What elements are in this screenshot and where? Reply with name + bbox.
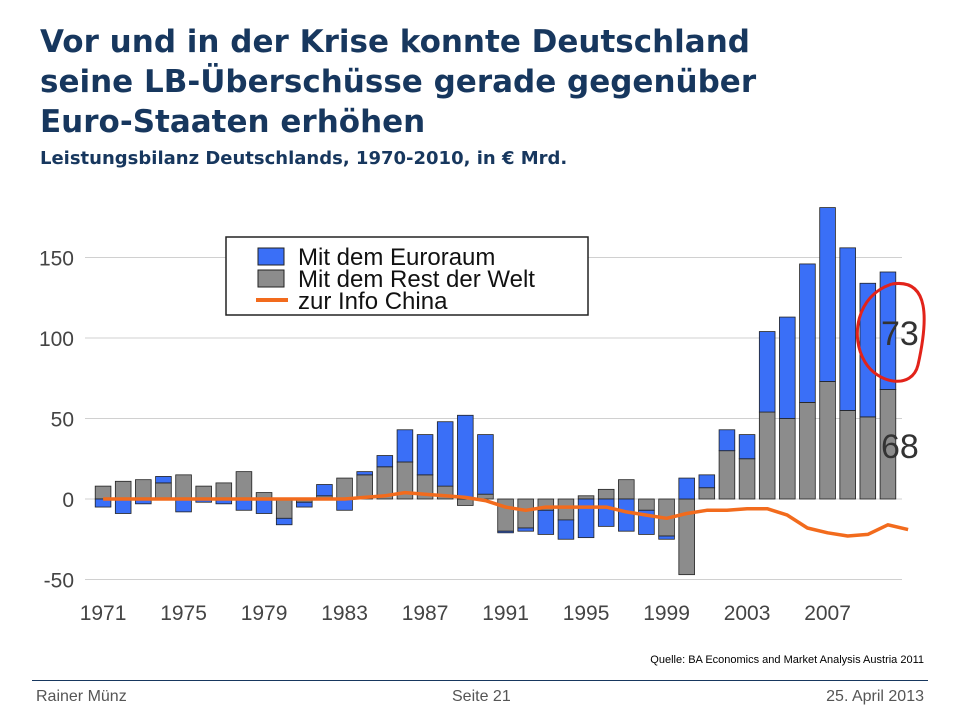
x-tick-label: 1987 [402,602,449,625]
footer-date: 25. April 2013 [826,688,924,705]
bar-euro-area [859,282,877,418]
bar-rest-world [819,381,836,500]
bar-euro-area [758,331,776,413]
bar-euro-area [537,509,555,535]
bar-rest-world [577,495,595,500]
title-line-1: Vor und in der Krise konnte Deutschland [40,24,750,60]
bar-rest-world [718,450,736,500]
bar-euro-area [557,519,575,540]
x-tick-label: 1999 [643,602,690,625]
bar-rest-world [859,416,877,500]
bar-euro-area [255,498,273,514]
bar-euro-area [175,498,192,513]
bar-rest-world [155,482,172,500]
bar-euro-area [114,498,132,514]
bar-rest-world [275,498,293,519]
x-tick-label: 1983 [321,602,368,625]
y-tick-label: -50 [44,570,74,593]
footer-page-number: Seite 21 [452,688,511,705]
bar-euro-area [155,476,172,484]
legend-label: Mit dem Euroraum [298,244,495,271]
bar-euro-area [497,530,514,534]
bar-euro-area [718,429,736,452]
x-tick-label: 2007 [804,602,851,625]
bar-euro-area [678,477,695,500]
x-tick-label: 1995 [563,602,610,625]
bar-euro-area [275,517,293,526]
bar-rest-world [678,498,695,576]
line-china [103,490,909,538]
legend-swatch [257,247,285,266]
bar-euro-area [457,414,474,500]
bar-rest-world [336,477,353,500]
bar-euro-area [597,498,615,527]
bar-rest-world [195,485,212,500]
bar-euro-area [738,434,756,460]
bar-euro-area [698,474,716,489]
bar-rest-world [839,410,856,500]
bar-euro-area [658,535,675,540]
bar-rest-world [597,488,615,500]
bar-rest-world [135,479,152,500]
bar-rest-world [175,474,192,500]
bar-euro-area [517,527,534,532]
bar-euro-area [94,498,112,508]
highlight-circle [855,281,926,383]
legend-swatch [257,269,285,288]
footer-divider [32,680,928,681]
bar-euro-area [296,501,313,508]
x-tick-label: 1979 [241,602,288,625]
source-note: Quelle: BA Economics and Market Analysis… [650,654,924,666]
bar-rest-world [698,487,716,500]
x-tick-label: 1975 [160,602,207,625]
x-tick-label: 2003 [724,602,771,625]
bar-euro-area [436,421,454,487]
bar-rest-world [738,458,756,500]
title-line-2: seine LB-Überschüsse gerade gegenüber [40,64,757,100]
bar-rest-world [557,498,575,521]
bar-rest-world [235,471,253,500]
title-line-3: Euro-Staaten erhöhen [40,104,426,140]
bar-euro-area [416,434,434,476]
bar-rest-world [779,418,796,500]
bar-euro-area [376,455,394,468]
bar-rest-world [799,401,816,500]
bar-rest-world [638,498,655,511]
bar-rest-world [517,498,534,529]
y-tick-label: 150 [39,248,74,271]
bar-rest-world [114,480,132,500]
annotation-rest-value: 68 [881,428,919,466]
x-tick-label: 1971 [80,602,127,625]
bar-rest-world [94,485,112,500]
bar-euro-area [839,247,856,411]
x-tick-label: 1991 [482,602,529,625]
bar-rest-world [215,482,233,500]
bar-euro-area [799,263,816,403]
bar-euro-area [356,471,373,476]
current-account-chart: -50 0 50 100 150 1971 1975 1979 1983 1987 1991 1995… [39,207,926,625]
annotation-euro-value: 73 [881,315,919,353]
chart-subtitle: Leistungsbilanz Deutschlands, 1970-2010,… [40,148,568,169]
bar-euro-area [577,498,595,539]
bar-rest-world [758,411,776,500]
slide-title: Vor und in der Krise konnte Deutschland … [40,22,940,169]
bar-euro-area [819,207,836,382]
legend-label: zur Info China [298,288,448,315]
bar-euro-area [396,429,414,463]
legend-label: Mit dem Rest der Welt [298,266,535,293]
y-tick-label: 100 [39,328,74,351]
footer-author: Rainer Münz [36,688,127,705]
y-tick-label: 50 [51,409,74,432]
bar-rest-world [618,479,635,500]
bar-euro-area [618,498,635,532]
y-tick-label: 0 [62,489,74,512]
bar-euro-area [477,434,494,495]
bar-euro-area [879,271,897,390]
bar-euro-area [779,316,796,419]
bar-euro-area [316,484,333,497]
